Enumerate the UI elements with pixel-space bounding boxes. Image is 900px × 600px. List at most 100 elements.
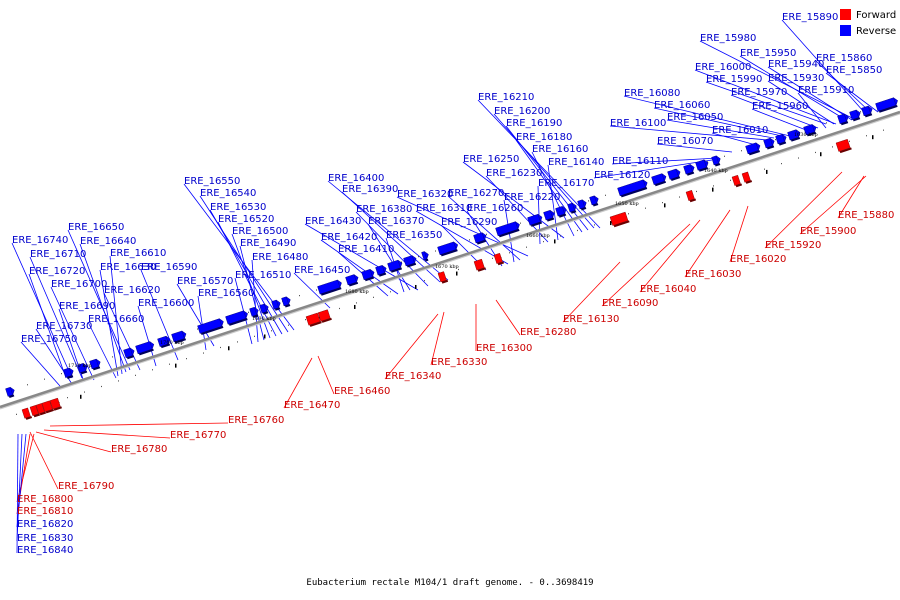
reverse-gene-body [875,97,897,112]
reverse-gene-shadow [592,203,599,207]
forward-gene-label: ERE_16090 [602,298,658,309]
forward-gene-label-leader [29,431,59,490]
reverse-gene-label: ERE_16720 [29,266,85,277]
genome-axis-shadow [0,112,900,410]
reverse-gene-label: ERE_16250 [463,154,519,165]
axis-tick [526,246,527,248]
reverse-gene-label-leader [493,113,595,229]
axis-tick [764,168,765,170]
reverse-gene-block [259,303,269,315]
reverse-gene-shadow [8,394,15,398]
reverse-gene-label: ERE_16100 [610,118,666,129]
reverse-gene-label-leader [20,341,61,387]
reverse-gene-body [667,168,679,180]
reverse-gene-label-leader [396,196,529,257]
forward-gene-shadow [53,406,62,411]
reverse-gene-label-leader [447,195,521,261]
reverse-gene-label-leader [67,229,131,371]
reverse-gene-body [5,386,14,397]
reverse-gene-label-leader [623,95,791,137]
reverse-gene-label: ERE_16650 [68,222,124,233]
reverse-gene-label: ERE_16730 [36,321,92,332]
forward-gene-label-leader [562,261,621,323]
reverse-gene-label: ERE_16000 [695,62,751,73]
reverse-gene-shadow [262,311,269,315]
reverse-gene-shadow [570,210,577,214]
reverse-gene-shadow [864,113,873,118]
axis-tick [135,374,136,376]
axis-major-tick [820,152,822,157]
axis-tick [724,155,725,157]
axis-tick [469,239,470,241]
reverse-gene-label: ERE_16290 [441,217,497,228]
axis-major-tick [712,187,714,192]
reverse-gene-shadow [390,267,403,273]
reverse-gene-label: ERE_16540 [200,188,256,199]
reverse-gene-shadow [654,180,667,187]
reverse-gene-body [437,241,457,256]
reverse-gene-block [89,358,101,371]
forward-gene-body [21,407,31,419]
reverse-gene-block [63,367,74,379]
axis-tick [197,328,198,330]
forward-gene-block [21,407,33,420]
reverse-gene-label: ERE_16160 [532,144,588,155]
reverse-gene-label: ERE_16590 [141,262,197,273]
reverse-gene-label: ERE_16410 [338,244,394,255]
reverse-gene-shadow [790,136,801,142]
reverse-gene-shadow [284,304,291,308]
reverse-gene-label-leader [739,55,847,121]
forward-gene-label-leader [639,219,701,293]
reverse-gene-label: ERE_15960 [752,101,808,112]
forward-gene-label-leader [35,431,112,453]
reverse-gene-label-leader [79,243,127,373]
scale-label: 1640 kbp [704,168,728,174]
forward-gene-label: ERE_16470 [284,400,340,411]
reverse-gene-label-leader [767,66,853,121]
axis-tick [237,341,238,343]
legend-swatch [840,9,851,20]
axis-major-tick [872,135,874,140]
axis-tick [435,250,436,252]
reverse-gene-shadow [274,307,281,311]
bottom-gene-label-leader [16,433,23,542]
forward-gene-block [685,190,697,203]
forward-gene-block [29,405,41,418]
reverse-gene-body [775,133,785,145]
reverse-gene-shadow [546,217,555,222]
reverse-gene-label-leader [609,125,769,141]
reverse-gene-shadow [714,163,721,167]
axis-tick [112,356,113,358]
reverse-gene-label-leader [611,157,719,165]
axis-tick [713,185,714,187]
bottom-gene-label: ERE_16820 [17,519,73,530]
reverse-gene-label: ERE_16700 [51,279,107,290]
reverse-gene-block [577,199,587,211]
reverse-gene-block [345,274,359,287]
axis-tick [883,129,884,131]
reverse-gene-label: ERE_16450 [294,265,350,276]
legend-swatch [840,25,851,36]
forward-gene-shadow [613,220,630,228]
scale-label: 1630 kbp [794,132,818,138]
axis-tick [588,200,589,202]
reverse-gene-label: ERE_16390 [342,184,398,195]
axis-tick [458,268,459,271]
reverse-gene-block [527,213,543,227]
reverse-gene-shadow [498,228,520,238]
reverse-gene-body [527,213,541,226]
reverse-gene-block [403,255,417,268]
reverse-gene-block [387,259,403,273]
reverse-gene-block [361,268,375,282]
axis-tick [696,190,697,193]
reverse-gene-label-leader [547,164,559,241]
reverse-gene-label-leader [109,255,123,375]
forward-gene-block [493,252,505,266]
reverse-gene-label: ERE_16740 [12,235,68,246]
forward-gene-shadow [309,321,322,327]
axis-major-tick [664,203,666,208]
forward-gene-block [437,271,449,284]
axis-tick [186,358,187,360]
reverse-gene-block [683,164,695,176]
